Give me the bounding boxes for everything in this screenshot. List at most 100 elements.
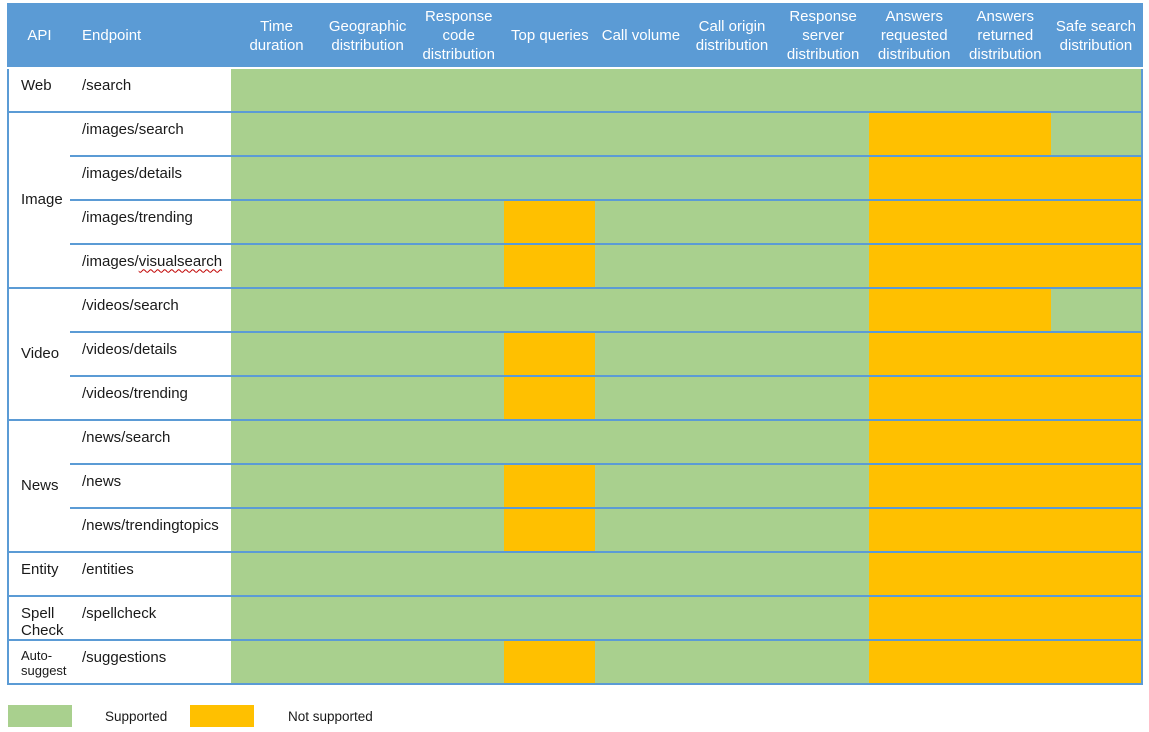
column-header: Geographic distribution — [322, 4, 414, 69]
table-header: API Endpoint Time duration Geographic distr… — [8, 4, 1142, 69]
table-row: Entity/entities — [8, 551, 1142, 597]
supported-cell — [686, 595, 778, 642]
not-supported-cell — [868, 419, 960, 465]
endpoint-cell: /images/trending — [70, 199, 231, 245]
supported-cell — [504, 155, 596, 201]
table-row: Spell Check/spellcheck — [8, 595, 1142, 642]
supported-cell — [231, 67, 323, 113]
supported-cell — [322, 67, 414, 113]
supported-cell — [413, 419, 505, 465]
endpoint-cell: /suggestions — [70, 640, 231, 686]
table-row: /images/visualsearch — [8, 243, 1142, 289]
supported-cell — [231, 507, 323, 553]
column-header: Call volume — [595, 4, 687, 69]
api-support-table: API Endpoint Time duration Geographic distr… — [7, 3, 1143, 686]
supported-cell — [1050, 287, 1142, 333]
not-supported-cell — [1050, 199, 1142, 245]
supported-cell — [595, 199, 687, 245]
supported-cell — [777, 640, 869, 686]
table-row: /images/details — [8, 155, 1142, 201]
supported-cell — [686, 551, 778, 597]
table-row: Image/images/search — [8, 111, 1142, 289]
supported-cell — [777, 551, 869, 597]
table-row: /images/trending — [8, 199, 1142, 245]
supported-cell — [595, 331, 687, 377]
column-header: Top queries — [504, 4, 596, 69]
supported-cell — [595, 640, 687, 686]
not-supported-cell — [959, 243, 1051, 289]
misspelled-text: visualsearch — [138, 252, 223, 270]
table-row: /news/trendingtopics — [8, 507, 1142, 553]
supported-cell — [686, 640, 778, 686]
endpoint-cell: /news/search — [70, 419, 231, 465]
supported-cell — [413, 331, 505, 377]
not-supported-cell — [1050, 331, 1142, 377]
supported-cell — [504, 67, 596, 113]
supported-cell — [777, 243, 869, 289]
supported-cell — [595, 287, 687, 333]
supported-cell — [595, 155, 687, 201]
column-header: Answers returned distribution — [959, 4, 1051, 69]
not-supported-cell — [868, 375, 960, 421]
not-supported-cell — [868, 331, 960, 377]
supported-cell — [413, 507, 505, 553]
table-row: Web/search — [8, 67, 1142, 113]
api-cell: News — [8, 419, 70, 553]
supported-cell — [595, 375, 687, 421]
supported-cell — [322, 463, 414, 509]
supported-cell — [322, 507, 414, 553]
supported-cell — [413, 155, 505, 201]
not-supported-cell — [868, 463, 960, 509]
supported-cell — [686, 375, 778, 421]
column-header: Response server distribution — [777, 4, 869, 69]
supported-cell — [595, 419, 687, 465]
supported-cell — [413, 111, 505, 157]
supported-cell — [777, 287, 869, 333]
supported-cell — [777, 463, 869, 509]
not-supported-cell — [504, 375, 596, 421]
not-supported-cell — [868, 111, 960, 157]
endpoint-cell: /videos/search — [70, 287, 231, 333]
supported-cell — [595, 243, 687, 289]
table-row: /videos/trending — [8, 375, 1142, 421]
not-supported-cell — [868, 199, 960, 245]
supported-cell — [413, 375, 505, 421]
table-row: News/news/search — [8, 419, 1142, 553]
supported-cell — [322, 640, 414, 686]
not-supported-cell — [868, 640, 960, 686]
column-header: Answers requested distribution — [868, 4, 960, 69]
supported-cell — [231, 111, 323, 157]
supported-cell — [322, 243, 414, 289]
not-supported-cell — [868, 551, 960, 597]
endpoint-cell: /search — [70, 67, 231, 113]
supported-cell — [595, 507, 687, 553]
not-supported-cell — [959, 640, 1051, 686]
supported-cell — [413, 463, 505, 509]
not-supported-cell — [504, 199, 596, 245]
not-supported-cell — [1050, 243, 1142, 289]
supported-cell — [504, 595, 596, 642]
supported-cell — [231, 419, 323, 465]
not-supported-cell — [504, 463, 596, 509]
supported-cell — [231, 199, 323, 245]
supported-cell — [686, 331, 778, 377]
supported-cell — [231, 155, 323, 201]
supported-cell — [686, 155, 778, 201]
not-supported-cell — [868, 507, 960, 553]
not-supported-cell — [1050, 463, 1142, 509]
not-supported-cell — [1050, 507, 1142, 553]
not-supported-cell — [868, 287, 960, 333]
not-supported-cell — [959, 199, 1051, 245]
api-cell: Web — [8, 67, 70, 113]
not-supported-cell — [868, 595, 960, 642]
supported-cell — [231, 331, 323, 377]
supported-cell — [686, 67, 778, 113]
not-supported-cell — [868, 155, 960, 201]
supported-cell — [322, 111, 414, 157]
supported-cell — [777, 507, 869, 553]
supported-cell — [231, 463, 323, 509]
supported-cell — [322, 155, 414, 201]
not-supported-cell — [868, 243, 960, 289]
supported-cell — [595, 67, 687, 113]
